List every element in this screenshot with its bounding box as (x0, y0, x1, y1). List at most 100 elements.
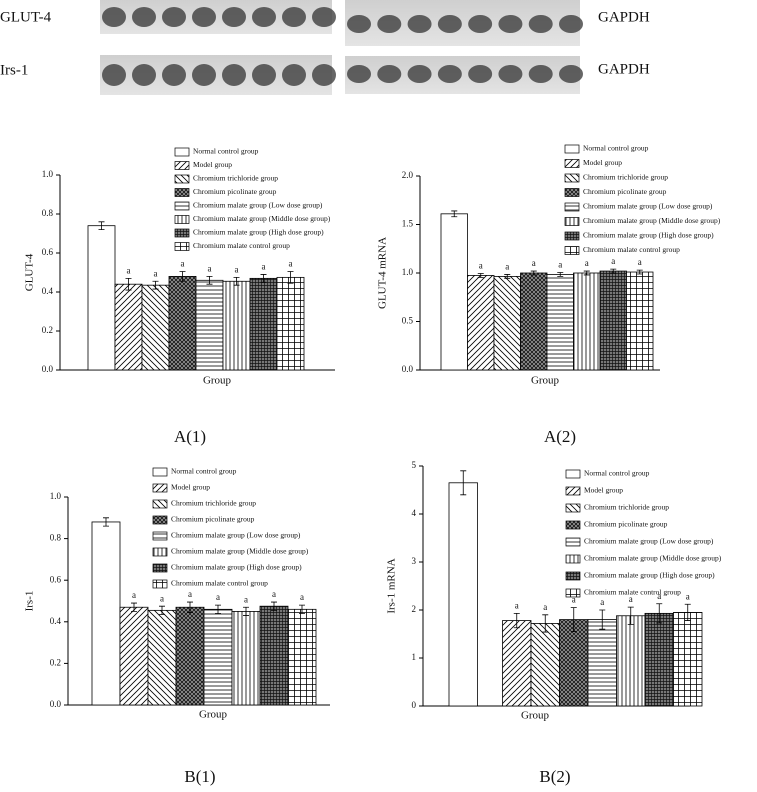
legend-label: Normal control group (171, 467, 237, 476)
legend-swatch (152, 483, 168, 493)
x-axis-label: Group (203, 375, 232, 387)
legend-label: Model group (171, 483, 210, 492)
error-bar (103, 517, 109, 527)
legend-swatch (564, 217, 580, 226)
significance-mark: a (160, 593, 164, 603)
bar (546, 274, 574, 371)
error-bar (152, 280, 159, 290)
legend-label: Chromium malate group (Low dose group) (583, 202, 713, 211)
legend-swatch (564, 159, 580, 168)
error-bar (477, 273, 484, 278)
legend-label: Chromium malate group (Middle dose group… (584, 554, 722, 563)
x-axis-label: Group (199, 709, 228, 721)
legend-swatch (174, 215, 190, 224)
significance-mark: a (216, 592, 220, 602)
bar (249, 277, 278, 371)
legend-label: Chromium malate control group (584, 588, 681, 597)
bar (448, 482, 478, 707)
error-bar (299, 604, 305, 614)
legend-label: Model group (193, 160, 232, 169)
legend-label: Chromium malate group (High dose group) (171, 563, 302, 572)
bar (599, 270, 627, 371)
blot-band (162, 7, 186, 27)
blot-band (312, 64, 336, 86)
blot-band (282, 64, 306, 86)
legend-label: Normal control group (584, 469, 650, 478)
significance-mark: a (300, 592, 304, 602)
bar (616, 615, 646, 707)
legend-swatch (152, 563, 168, 573)
legend-swatch (152, 499, 168, 509)
error-bar (271, 601, 277, 611)
legend-swatch (565, 588, 581, 598)
blot-band (528, 65, 553, 83)
significance-mark: a (188, 589, 192, 599)
bar (502, 620, 532, 707)
bar (276, 276, 305, 371)
bar (673, 612, 703, 707)
bar (287, 608, 317, 706)
blot-band (437, 15, 462, 33)
error-bar (179, 271, 186, 282)
legend-swatch (152, 515, 168, 525)
blot-band (407, 65, 432, 83)
legend-label: Model group (584, 486, 623, 495)
blot-band (407, 15, 432, 33)
bar (467, 275, 495, 371)
blot-band (282, 7, 306, 27)
legend-label: Chromium malate control group (171, 579, 268, 588)
legend-swatch (565, 520, 581, 530)
blot-band (498, 65, 523, 83)
bar (222, 280, 251, 371)
legend-label: Chromium malate group (High dose group) (193, 228, 324, 237)
bar (644, 612, 674, 707)
bar (91, 521, 121, 706)
blot-label: GLUT-4 (0, 9, 52, 25)
error-bar (260, 274, 267, 283)
error-bar (570, 607, 577, 632)
blot-band (102, 64, 126, 86)
legend-label: Chromium picolinate group (583, 187, 667, 196)
legend-swatch (174, 161, 190, 170)
y-tick-label: 0.0 (42, 364, 54, 374)
legend-swatch (152, 547, 168, 557)
legend-label: Chromium trichloride group (193, 174, 278, 183)
panel-caption: B(2) (539, 767, 570, 786)
legend-swatch (565, 571, 581, 581)
significance-mark: a (572, 595, 576, 605)
legend-swatch (565, 503, 581, 513)
bar (440, 213, 468, 371)
significance-mark: a (132, 590, 136, 600)
blot-label: Irs-1 (0, 62, 28, 78)
significance-mark: a (235, 264, 239, 274)
legend-swatch (174, 242, 190, 251)
legend-label: Normal control group (193, 147, 259, 156)
bar (147, 609, 177, 706)
blot-band (559, 65, 583, 83)
chart: 0.0 0.2 0.4 0.6 0.8 1.0 Irs-1 Group B(1) Normal c… (24, 467, 330, 786)
significance-mark: a (585, 258, 589, 268)
legend-label: Chromium malate group (Low dose group) (584, 537, 714, 546)
y-tick-label: 0.4 (42, 286, 54, 296)
legend-swatch (564, 202, 580, 212)
error-bar (206, 276, 213, 285)
legend-swatch (152, 467, 168, 477)
y-tick-label: 0.0 (50, 699, 62, 709)
blot-band (528, 15, 553, 33)
western-blots: GLUT-4 GAPDH Irs-1 GAPDH (0, 0, 650, 95)
significance-mark: a (600, 597, 604, 607)
bar (119, 606, 149, 706)
y-tick-label: 0.5 (402, 316, 414, 326)
error-bar (243, 606, 249, 616)
significance-mark: a (611, 256, 615, 266)
blot-label: GAPDH (598, 61, 650, 77)
blot-band (222, 64, 246, 86)
blot-band (192, 64, 216, 86)
error-bar (636, 269, 643, 275)
blot-band (222, 7, 246, 27)
error-bar (627, 606, 634, 625)
legend-swatch (564, 173, 580, 183)
y-axis-label: GLUT-4 mRNA (377, 237, 389, 309)
blot-band (377, 15, 402, 33)
